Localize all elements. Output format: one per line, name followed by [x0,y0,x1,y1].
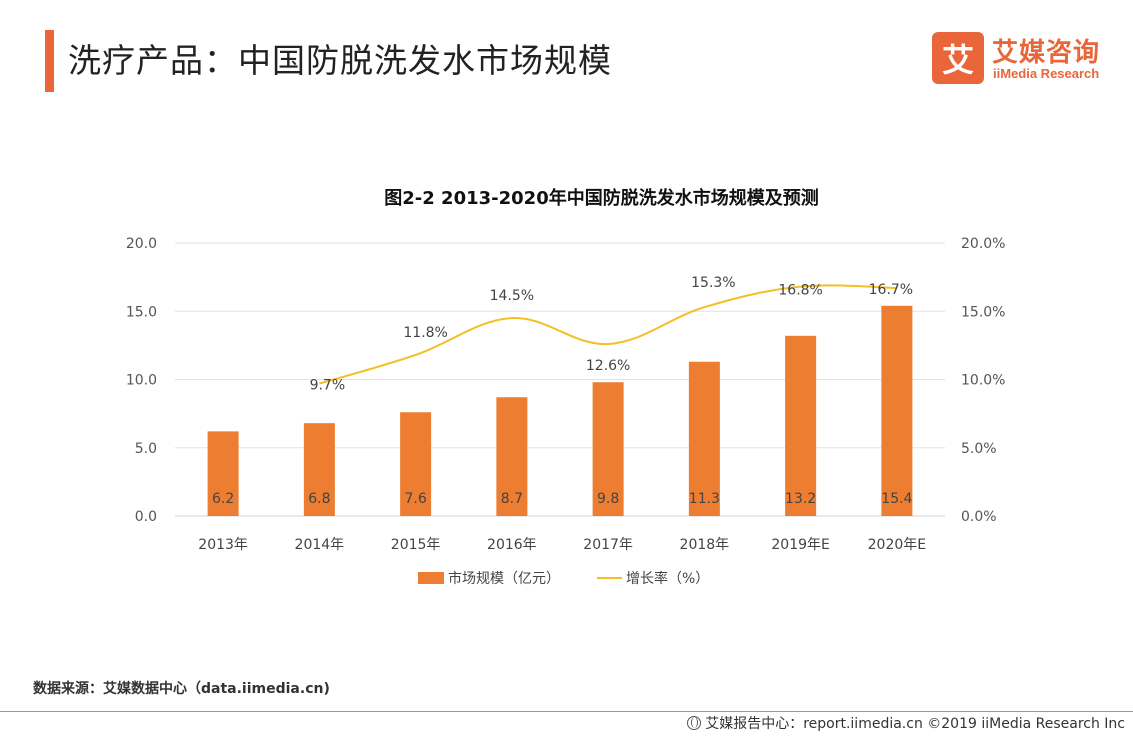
bar [496,397,528,516]
x-tick-label: 2016年 [487,537,537,553]
logo-mark-icon: 艾 [932,32,984,84]
line-data-label: 12.6% [586,358,630,374]
bar [207,431,239,516]
page-title: 洗疗产品：中国防脱洗发水市场规模 [68,41,612,80]
line-data-label: 11.8% [403,325,447,341]
legend-label-line: 增长率（%） [626,570,709,587]
x-tick-label: 2017年 [583,537,633,553]
line-data-label: 15.3% [691,275,735,291]
bar-data-label: 11.3 [689,491,720,507]
y-left-tick-label: 10.0 [126,373,157,389]
x-tick-label: 2014年 [295,537,345,553]
logo-name-cn: 艾媒咨询 [992,38,1101,68]
y-left-tick-label: 0.0 [135,509,157,525]
y-right-tick-label: 20.0% [961,236,1005,252]
line-data-label: 9.7% [310,378,346,394]
line-data-label: 16.7% [869,282,913,298]
bar [785,335,817,516]
y-left-tick-label: 15.0 [126,304,157,320]
iimedia-logo: 艾 艾媒咨询 iiMedia Research [932,32,1122,88]
y-left-tick-label: 5.0 [135,441,157,457]
bar [303,423,335,516]
y-left-tick-label: 20.0 [126,236,157,252]
bar-data-label: 13.2 [785,491,816,507]
x-tick-label: 2015年 [391,537,441,553]
title-accent-bar [45,30,54,92]
footer-divider [0,711,1133,712]
y-right-tick-label: 0.0% [961,509,997,525]
logo-name-en: iiMedia Research [993,66,1100,81]
bar-data-label: 6.2 [212,491,234,507]
line-data-label: 16.8% [778,283,822,299]
source-note: 数据来源：艾媒数据中心（data.iimedia.cn) [33,681,330,697]
y-right-tick-label: 10.0% [961,373,1005,389]
x-tick-label: 2020年E [868,537,926,553]
bar [400,412,432,516]
bar-data-label: 9.8 [597,491,619,507]
bar [592,382,624,516]
bar [688,361,720,516]
x-tick-label: 2018年 [680,537,730,553]
bar [881,305,913,516]
footer-text: 艾媒报告中心：report.iimedia.cn ©2019 iiMedia R… [705,716,1125,732]
footer: 艾媒报告中心：report.iimedia.cn ©2019 iiMedia R… [687,713,1125,733]
chart-title: 图2-2 2013-2020年中国防脱洗发水市场规模及预测 [384,188,819,209]
bar-data-label: 8.7 [501,491,523,507]
bar-data-label: 7.6 [404,491,426,507]
bar-data-label: 6.8 [308,491,330,507]
legend-swatch-bar [418,572,444,584]
y-right-tick-label: 5.0% [961,441,997,457]
legend-label-bar: 市场规模（亿元） [448,570,560,587]
growth-rate-line [319,284,897,385]
y-right-tick-label: 15.0% [961,304,1005,320]
line-data-label: 14.5% [490,288,534,304]
globe-icon [687,716,702,730]
bar-data-label: 15.4 [881,491,912,507]
x-tick-label: 2013年 [198,537,248,553]
x-tick-label: 2019年E [771,537,829,553]
